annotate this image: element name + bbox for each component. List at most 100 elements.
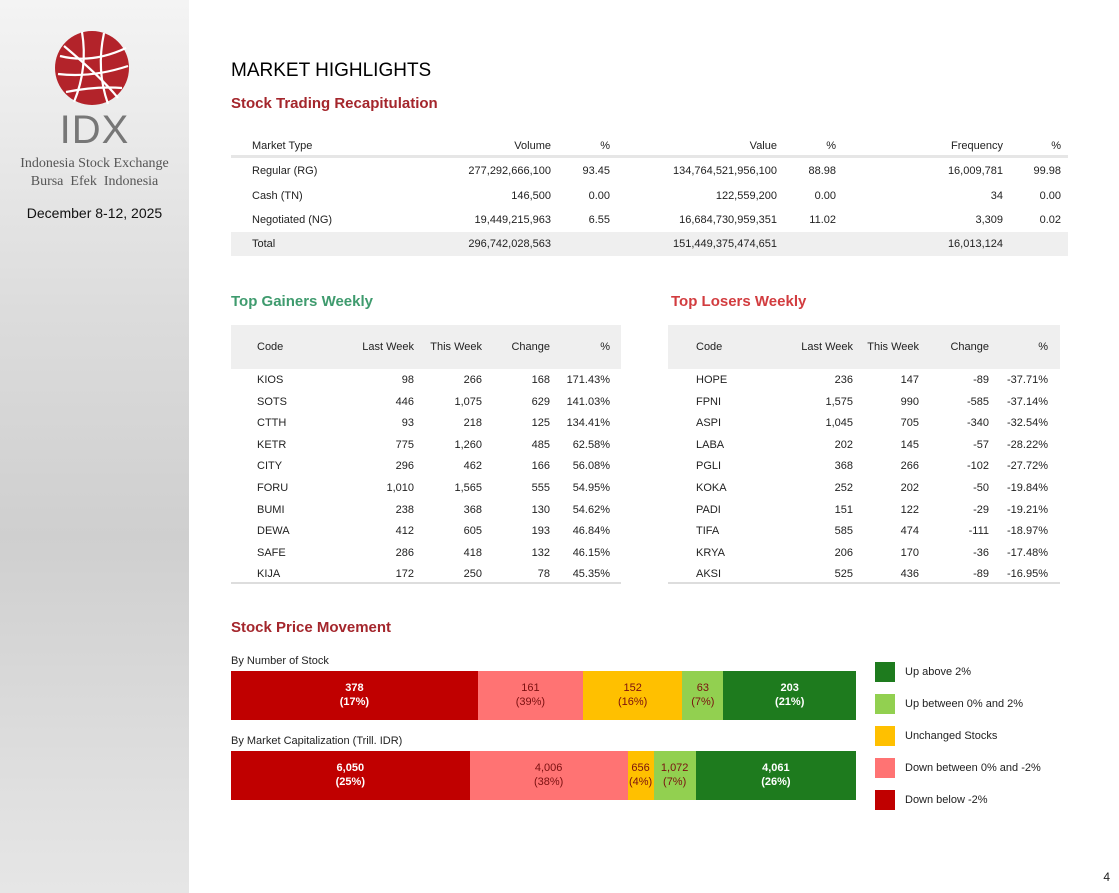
- legend-label: Unchanged Stocks: [905, 730, 998, 742]
- sidebar: [0, 0, 189, 893]
- table-cell: 296: [395, 460, 414, 473]
- column-header: %: [1051, 140, 1061, 152]
- table-cell: -89: [973, 568, 989, 581]
- table-cell: 141.03%: [566, 395, 610, 408]
- table-rule: [668, 582, 1060, 584]
- segment-value: 4,006: [534, 762, 563, 774]
- segment-share: (7%): [691, 696, 715, 708]
- column-header: This Week: [430, 341, 482, 353]
- segment-value: 6,050: [336, 762, 365, 774]
- table-cell: ASPI: [696, 417, 722, 430]
- column-header: Change: [511, 341, 550, 353]
- table-cell: 54.62%: [572, 503, 610, 516]
- section-title: Top Losers Weekly: [671, 293, 807, 310]
- table-cell: 605: [463, 525, 482, 538]
- table-cell: -19.21%: [1007, 503, 1048, 516]
- table-cell: -27.72%: [1007, 460, 1048, 473]
- table-cell: 252: [834, 482, 853, 494]
- table-cell: 0.02: [1039, 214, 1061, 226]
- table-cell: 6.55: [588, 214, 610, 226]
- segment-value: 161: [521, 682, 540, 694]
- legend-label: Down between 0% and -2%: [905, 762, 1041, 774]
- org-name-local: Bursa Efek Indonesia: [30, 174, 159, 189]
- table-cell: 56.08%: [572, 460, 610, 473]
- table-cell: 368: [463, 503, 482, 516]
- legend-label: Up above 2%: [905, 666, 972, 678]
- table-cell: HOPE: [696, 374, 728, 386]
- table-cell: 11.02: [809, 214, 836, 226]
- legend-label: Up between 0% and 2%: [905, 698, 1024, 710]
- segment-value: 63: [696, 682, 709, 694]
- table-cell: FPNI: [696, 395, 722, 408]
- table-cell: 266: [900, 460, 919, 473]
- table-cell: KIOS: [257, 374, 284, 386]
- table-cell: 193: [531, 525, 550, 538]
- org-name: Indonesia Stock Exchange: [20, 156, 169, 171]
- column-header: Value: [749, 140, 777, 152]
- table-cell: 218: [463, 417, 482, 430]
- table-cell: 412: [395, 525, 414, 538]
- table-cell: CITY: [257, 460, 283, 473]
- table-cell: Negotiated (NG): [252, 214, 333, 226]
- table-cell: -111: [968, 525, 989, 538]
- table-cell: 1,565: [454, 482, 482, 494]
- table-cell: -102: [966, 460, 989, 473]
- table-cell: 418: [463, 546, 482, 559]
- segment-share: (4%): [628, 776, 653, 788]
- table-cell: -340: [966, 417, 989, 430]
- column-header: Code: [696, 341, 723, 353]
- column-header: %: [1038, 341, 1048, 353]
- bar-segment: [695, 751, 856, 800]
- header-band: [668, 325, 1060, 369]
- table-cell: 93: [401, 417, 414, 430]
- column-header: This Week: [867, 341, 919, 353]
- segment-share: (16%): [617, 696, 648, 708]
- table-cell: KIJA: [257, 568, 281, 581]
- table-cell: 93.45: [582, 165, 610, 177]
- bar-title: By Market Capitalization (Trill. IDR): [231, 735, 403, 747]
- table-cell: -18.97%: [1007, 525, 1048, 538]
- total-cell: 296,742,028,563: [468, 238, 551, 250]
- logo-text: IDX: [59, 108, 130, 152]
- table-cell: 147: [900, 374, 919, 386]
- table-cell: 0.00: [814, 189, 836, 202]
- table-cell: -19.84%: [1007, 482, 1048, 494]
- column-header: %: [600, 341, 610, 353]
- column-header: Frequency: [951, 140, 1003, 152]
- period: December 8-12, 2025: [26, 205, 163, 221]
- table-cell: 286: [395, 546, 414, 559]
- table-cell: LABA: [696, 438, 725, 451]
- legend-swatch: [875, 694, 895, 714]
- legend-label: Down below -2%: [905, 794, 988, 806]
- table-cell: CTTH: [257, 417, 287, 430]
- table-cell: 145: [900, 438, 919, 451]
- table-cell: 462: [463, 460, 482, 473]
- table-cell: 125: [531, 417, 550, 430]
- bar-segment: [477, 671, 583, 720]
- bar-segment: [723, 671, 856, 720]
- table-cell: 46.84%: [572, 525, 610, 538]
- table-cell: -36: [973, 546, 989, 559]
- table-cell: 54.95%: [572, 482, 610, 494]
- table-cell: 16,684,730,959,351: [679, 214, 777, 226]
- column-header: Last Week: [801, 341, 853, 353]
- table-cell: 134,764,521,956,100: [673, 165, 777, 177]
- total-cell: 151,449,375,474,651: [673, 238, 777, 250]
- table-cell: 555: [531, 482, 550, 494]
- table-cell: -37.71%: [1007, 374, 1048, 386]
- table-cell: -28.22%: [1007, 438, 1048, 451]
- table-cell: 168: [531, 374, 550, 386]
- table-cell: 88.98: [808, 165, 836, 177]
- table-cell: 775: [395, 438, 414, 451]
- column-header: Last Week: [362, 341, 414, 353]
- column-header: %: [600, 140, 610, 152]
- table-cell: 266: [463, 374, 482, 386]
- table-cell: BUMI: [257, 503, 285, 516]
- table-cell: 629: [531, 395, 550, 408]
- section-title: Stock Price Movement: [231, 619, 392, 636]
- bar-segment: [583, 671, 683, 720]
- segment-value: 656: [631, 762, 650, 774]
- table-cell: 45.35%: [572, 568, 610, 581]
- table-cell: 474: [900, 525, 919, 538]
- table-cell: 62.58%: [572, 438, 610, 451]
